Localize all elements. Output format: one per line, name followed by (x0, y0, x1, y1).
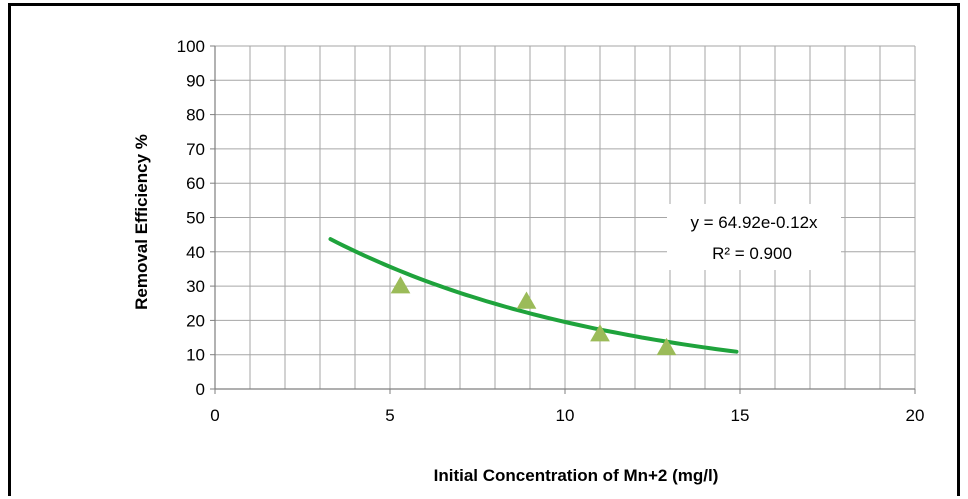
y-tick-label: 30 (186, 277, 205, 296)
y-tick-label: 60 (186, 174, 205, 193)
annotation-box (667, 204, 841, 270)
y-tick-labels: 0 10 20 30 40 50 60 70 80 90 100 (177, 37, 215, 399)
y-tick-label: 20 (186, 311, 205, 330)
y-tick-label: 10 (186, 346, 205, 365)
y-axis-title: Removal Efficiency % (132, 134, 151, 310)
x-tick-label: 0 (210, 406, 219, 425)
x-tick-labels: 0 5 10 15 20 (210, 389, 924, 425)
x-tick-label: 15 (731, 406, 750, 425)
trendline-r-squared: R² = 0.900 (712, 244, 792, 263)
y-tick-label: 100 (177, 37, 205, 56)
y-tick-label: 70 (186, 140, 205, 159)
data-point (590, 324, 610, 342)
trendline-annotation: y = 64.92e-0.12x R² = 0.900 (667, 204, 841, 270)
x-tick-label: 5 (385, 406, 394, 425)
trendline-equation: y = 64.92e-0.12x (690, 213, 818, 232)
x-axis-title: Initial Concentration of Mn+2 (mg/l) (434, 466, 719, 485)
chart-frame: 0 10 20 30 40 50 60 70 80 90 100 0 5 10 15 20 y = 64.9… (8, 3, 960, 496)
data-points (390, 276, 677, 356)
data-point (656, 337, 677, 356)
x-tick-label: 10 (556, 406, 575, 425)
y-tick-label: 0 (196, 380, 205, 399)
x-tick-label: 20 (906, 406, 925, 425)
y-tick-label: 40 (186, 243, 205, 262)
data-point (516, 291, 537, 309)
y-tick-label: 50 (186, 209, 205, 228)
y-tick-label: 80 (186, 106, 205, 125)
data-point (390, 276, 411, 294)
y-tick-label: 90 (186, 71, 205, 90)
chart-svg: 0 10 20 30 40 50 60 70 80 90 100 0 5 10 15 20 y = 64.9… (132, 37, 924, 485)
